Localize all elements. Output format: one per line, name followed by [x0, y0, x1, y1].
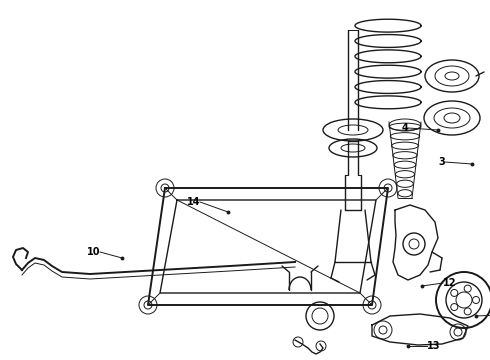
- Text: 3: 3: [438, 157, 445, 167]
- Text: 12: 12: [443, 278, 457, 288]
- Ellipse shape: [472, 297, 480, 303]
- Ellipse shape: [464, 308, 471, 315]
- Text: 14: 14: [187, 197, 200, 207]
- Text: 13: 13: [427, 341, 441, 351]
- Ellipse shape: [464, 285, 471, 292]
- Text: 10: 10: [87, 247, 100, 257]
- Ellipse shape: [451, 303, 458, 311]
- Ellipse shape: [451, 289, 458, 296]
- Text: 4: 4: [401, 123, 408, 133]
